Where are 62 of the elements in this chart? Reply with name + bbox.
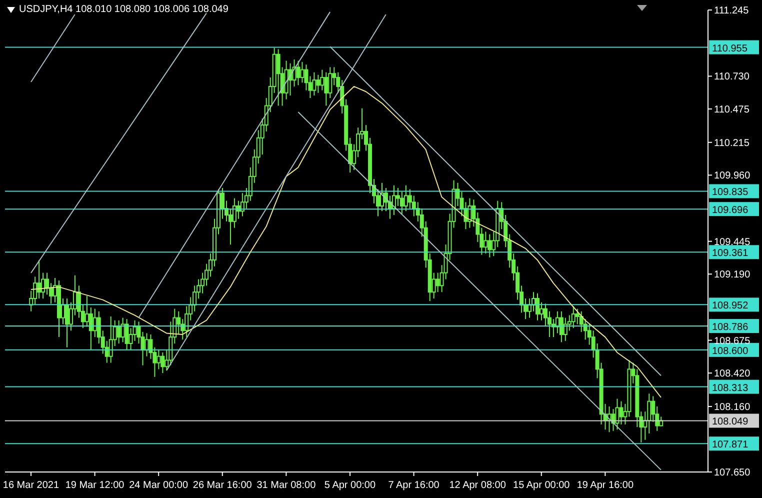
candlestick [615, 398, 620, 430]
y-tick-label: 110.215 [714, 138, 750, 149]
candlestick [400, 191, 404, 214]
candlestick [539, 302, 544, 321]
candlestick [316, 74, 320, 94]
y-tick-label: 110.730 [714, 72, 750, 83]
candlestick [571, 306, 576, 329]
candlestick [84, 295, 89, 328]
ref-line-label: 107.871 [712, 440, 749, 451]
ref-line-label: 108.786 [712, 322, 749, 334]
candlestick [324, 72, 328, 106]
candlestick [124, 318, 129, 350]
x-tick-label: 15 Apr 00:00 [513, 480, 570, 491]
x-tick-label: 5 Apr 00:00 [324, 480, 376, 491]
x-tick-label: 12 Apr 08:00 [449, 480, 506, 491]
ref-line-label: 110.955 [712, 43, 748, 54]
x-tick-label: 19 Apr 16:00 [576, 480, 634, 491]
candlestick [64, 298, 69, 348]
y-tick-label: 109.190 [714, 270, 751, 281]
y-tick-label: 108.160 [714, 402, 751, 414]
chart-title: USDJPY,H4 108.010 108.080 108.006 108.049 [19, 4, 228, 15]
ref-line-label: 109.361 [712, 248, 749, 260]
candlestick [436, 272, 440, 293]
x-tick-label: 7 Apr 16:00 [388, 480, 440, 491]
x-tick-label: 26 Mar 16:00 [192, 480, 252, 491]
candlestick [37, 259, 42, 300]
x-tick-label: 19 Mar 12:00 [65, 480, 125, 491]
candlestick [488, 234, 492, 258]
ref-line-label: 108.313 [712, 382, 749, 394]
y-tick-label: 111.245 [714, 6, 750, 17]
candlestick [404, 184, 408, 212]
y-tick-label: 110.475 [714, 104, 750, 116]
ref-line-label: 108.049 [712, 416, 749, 428]
y-tick-label: 109.960 [714, 170, 751, 182]
candlestick [559, 310, 564, 343]
candlestick [92, 308, 97, 338]
candlestick [120, 317, 125, 343]
line-series [30, 86, 662, 398]
y-tick-label: 108.420 [714, 368, 751, 380]
candlestick [276, 48, 280, 106]
candlestick [555, 310, 560, 334]
candlestick [300, 62, 304, 84]
candlestick [312, 72, 316, 96]
candlestick [144, 332, 149, 357]
candlestick [320, 69, 324, 91]
candlestick [296, 60, 300, 86]
candlestick [484, 231, 488, 254]
candlestick [160, 352, 165, 374]
ref-line-label: 108.600 [712, 346, 749, 357]
ref-line-label: 108.952 [712, 300, 749, 312]
candlestick [563, 317, 568, 342]
candlestick [536, 292, 540, 321]
x-tick-label: 31 Mar 08:00 [256, 480, 316, 491]
ref-line-label: 109.696 [712, 205, 749, 216]
ref-line-label: 109.835 [712, 187, 749, 198]
x-tick-label: 16 Mar 2021 [2, 480, 60, 491]
candlestick [619, 400, 624, 425]
y-tick-label: 107.650 [714, 468, 751, 479]
candlestick [108, 316, 113, 364]
candlestick [116, 320, 121, 344]
candlestick [156, 349, 161, 370]
x-tick-label: 24 Mar 00:00 [129, 480, 188, 491]
